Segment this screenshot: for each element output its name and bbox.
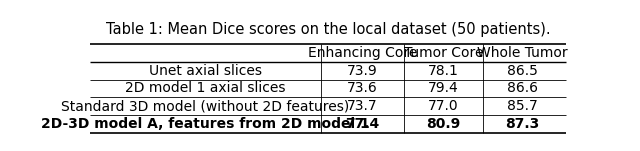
Text: 2D-3D model A, features from 2D model 1: 2D-3D model A, features from 2D model 1 — [41, 117, 370, 131]
Text: Tumor Core: Tumor Core — [404, 46, 483, 60]
Text: 2D model 1 axial slices: 2D model 1 axial slices — [125, 81, 285, 95]
Text: 85.7: 85.7 — [507, 99, 538, 113]
Text: Whole Tumor: Whole Tumor — [477, 46, 567, 60]
Text: 78.1: 78.1 — [428, 64, 459, 78]
Text: 87.3: 87.3 — [505, 117, 539, 131]
Text: 73.6: 73.6 — [347, 81, 378, 95]
Text: 80.9: 80.9 — [426, 117, 461, 131]
Text: Unet axial slices: Unet axial slices — [149, 64, 262, 78]
Text: Standard 3D model (without 2D features): Standard 3D model (without 2D features) — [61, 99, 349, 113]
Text: 77.4: 77.4 — [346, 117, 380, 131]
Text: 86.6: 86.6 — [506, 81, 538, 95]
Text: 73.9: 73.9 — [347, 64, 378, 78]
Text: 86.5: 86.5 — [507, 64, 538, 78]
Text: Table 1: Mean Dice scores on the local dataset (50 patients).: Table 1: Mean Dice scores on the local d… — [106, 22, 550, 37]
Text: 73.7: 73.7 — [348, 99, 378, 113]
Text: Enhancing Core: Enhancing Core — [308, 46, 417, 60]
Text: 77.0: 77.0 — [428, 99, 459, 113]
Text: 79.4: 79.4 — [428, 81, 459, 95]
